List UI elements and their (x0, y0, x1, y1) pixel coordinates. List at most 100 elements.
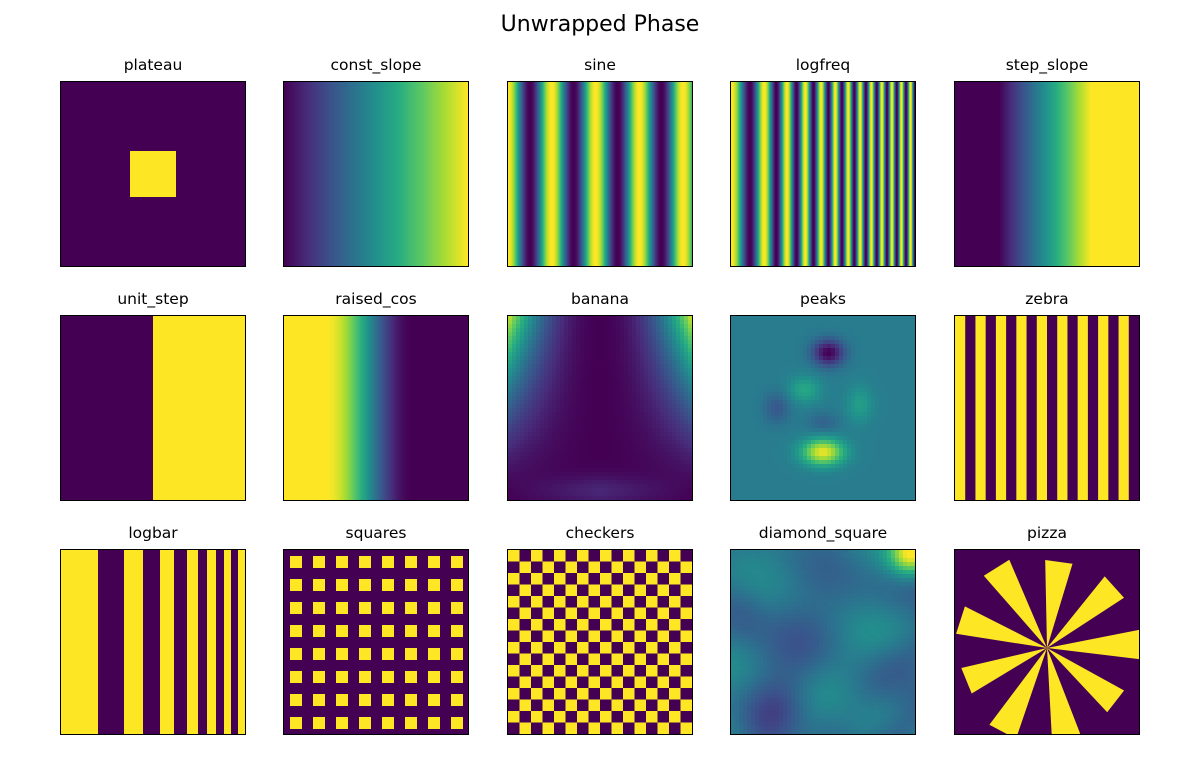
heatmap-column (397, 82, 399, 266)
heatmap-cell (688, 328, 692, 333)
heatmap-cell (648, 376, 653, 381)
heatmap-cell (672, 404, 677, 409)
heatmap-cell (676, 400, 681, 405)
heatmap-cell (743, 416, 748, 421)
heatmap-cell (767, 396, 772, 401)
heatmap-column (572, 82, 574, 266)
heatmap-cell (819, 376, 824, 381)
heatmap-cell (588, 484, 593, 489)
heatmap-column (1038, 82, 1040, 266)
heatmap-column (334, 82, 336, 266)
heatmap-cell (779, 448, 784, 453)
heatmap-cell (851, 336, 856, 341)
heatmap-cell (540, 360, 545, 365)
heatmap-cell (819, 400, 824, 405)
heatmap-cell (747, 468, 752, 473)
heatmap-cell (899, 392, 904, 397)
heatmap-cell (767, 404, 772, 409)
heatmap-cell (544, 464, 549, 469)
heatmap-cell (883, 416, 888, 421)
heatmap-cell (512, 376, 517, 381)
heatmap-cell (871, 328, 876, 333)
heatmap-cell (827, 444, 832, 449)
heatmap-cell (895, 444, 900, 449)
heatmap-cell (731, 380, 736, 385)
heatmap-cell (883, 316, 888, 321)
heatmap-column (743, 82, 745, 266)
heatmap-cell (747, 400, 752, 405)
heatmap-cell (747, 424, 752, 429)
heatmap-cell (823, 344, 828, 349)
heatmap-cell (652, 476, 657, 481)
heatmap-cell (827, 476, 832, 481)
heatmap-cell (839, 420, 844, 425)
heatmap-column (990, 82, 992, 266)
heatmap-cell (911, 340, 915, 345)
heatmap-cell (747, 448, 752, 453)
heatmap-cell (672, 364, 677, 369)
heatmap-cell (891, 344, 896, 349)
heatmap-cell (632, 456, 637, 461)
heatmap-cell (799, 464, 804, 469)
heatmap-cell (847, 400, 852, 405)
heatmap-cell (731, 396, 736, 401)
heatmap-cell (851, 432, 856, 437)
heatmap-cell (680, 384, 685, 389)
heatmap-cell (676, 456, 681, 461)
heatmap-cell (668, 424, 673, 429)
heatmap-cell (823, 404, 828, 409)
heatmap-column (638, 82, 640, 266)
heatmap-cell (640, 404, 645, 409)
heatmap-column (820, 82, 822, 266)
heatmap-cell (883, 392, 888, 397)
heatmap-cell (584, 484, 589, 489)
heatmap-cell (536, 424, 541, 429)
heatmap-cell (532, 376, 537, 381)
heatmap-column (550, 82, 552, 266)
heatmap-cell (847, 404, 852, 409)
heatmap-cell (855, 320, 860, 325)
heatmap-cell (879, 416, 884, 421)
heatmap-cell (620, 392, 625, 397)
heatmap-cell (831, 352, 836, 357)
heatmap-cell (652, 448, 657, 453)
heatmap-cell (899, 444, 904, 449)
heatmap-cell (807, 348, 812, 353)
heatmap-cell (528, 416, 533, 421)
heatmap-column (533, 82, 535, 266)
heatmap-cell (839, 472, 844, 477)
heatmap-cell (891, 444, 896, 449)
heatmap-cell (835, 412, 840, 417)
heatmap-cell (588, 356, 593, 361)
heatmap-cell (767, 372, 772, 377)
heatmap-cell (735, 436, 740, 441)
heatmap-cell (899, 408, 904, 413)
heatmap-column (897, 82, 899, 266)
heatmap-column (445, 82, 447, 266)
heatmap-cell (851, 480, 856, 485)
heatmap-cell (851, 464, 856, 469)
heatmap-cell (871, 440, 876, 445)
heatmap-cell (560, 436, 565, 441)
heatmap-cell (684, 384, 689, 389)
heatmap-cell (532, 444, 537, 449)
heatmap-cell (891, 332, 896, 337)
heatmap-cell (795, 476, 800, 481)
heatmap-column (342, 316, 344, 500)
heatmap-cell (592, 440, 597, 445)
heatmap-column (816, 82, 818, 266)
heatmap-cell (592, 476, 597, 481)
heatmap-cell (536, 368, 541, 373)
heatmap-cell (656, 412, 661, 417)
heatmap-cell (835, 324, 840, 329)
heatmap-cell (588, 352, 593, 357)
heatmap-column (1059, 82, 1061, 266)
heatmap-cell (612, 416, 617, 421)
heatmap-cell (879, 440, 884, 445)
heatmap-cell (903, 464, 908, 469)
heatmap-column (306, 82, 308, 266)
heatmap-cell (564, 368, 569, 373)
heatmap-cell (739, 340, 744, 345)
heatmap-cell (731, 384, 736, 389)
heatmap-cell (799, 448, 804, 453)
